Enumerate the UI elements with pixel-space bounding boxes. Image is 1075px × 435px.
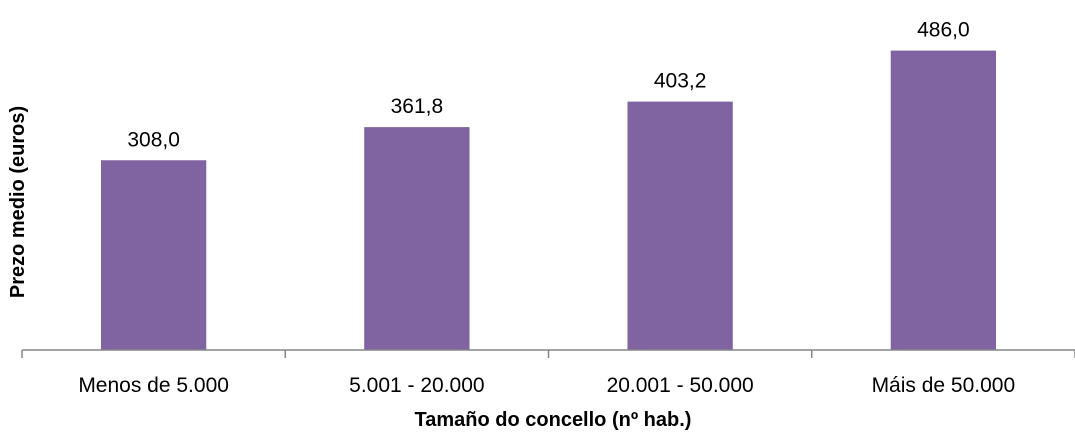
x-tick-label: Máis de 50.000	[872, 374, 1016, 397]
bar-value-label: 403,2	[654, 70, 707, 93]
bar	[627, 101, 733, 350]
y-axis-title: Prezo medio (euros)	[7, 106, 29, 298]
x-axis-title: Tamaño do concello (nº hab.)	[415, 409, 692, 431]
bars-group	[100, 50, 997, 351]
x-tick-label: Menos de 5.000	[78, 374, 229, 397]
bar-value-label: 361,8	[391, 95, 444, 118]
x-tick-label: 5.001 - 20.000	[349, 374, 484, 397]
bar	[100, 160, 207, 350]
bar	[364, 127, 470, 351]
bar-value-label: 486,0	[917, 19, 970, 42]
bar-value-label: 308,0	[127, 128, 180, 151]
value-labels-group: 308,0 361,8 403,2 486,0	[127, 19, 969, 152]
x-axis-tick-labels: Menos de 5.000 5.001 - 20.000 20.001 - 50.…	[78, 374, 1015, 397]
bar	[890, 50, 997, 350]
x-tick-label: 20.001 - 50.000	[607, 374, 754, 397]
x-axis-ticks	[21, 350, 1075, 358]
